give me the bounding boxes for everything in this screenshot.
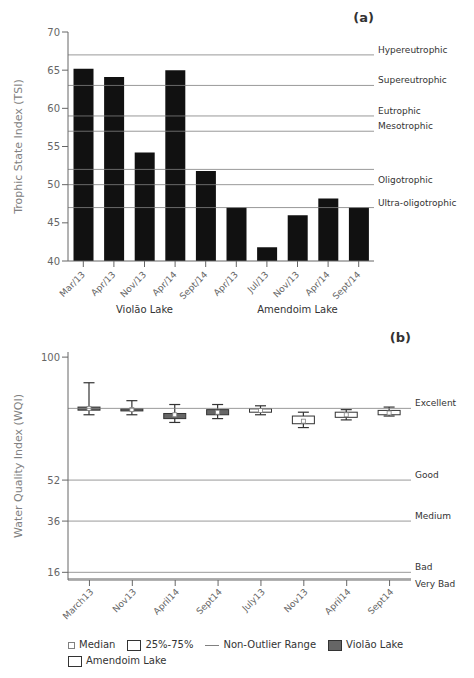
svg-text:100: 100: [41, 352, 60, 363]
svg-text:Excellent: Excellent: [415, 398, 457, 408]
svg-text:36: 36: [47, 516, 60, 527]
svg-text:April14: April14: [323, 587, 353, 617]
svg-text:Apr/14: Apr/14: [150, 269, 179, 298]
svg-text:Mesotrophic: Mesotrophic: [378, 121, 433, 131]
svg-text:Bad: Bad: [415, 562, 432, 572]
svg-text:Nov13: Nov13: [111, 587, 139, 615]
svg-text:70: 70: [47, 27, 60, 38]
svg-text:Nov/13: Nov/13: [118, 270, 148, 300]
html-text:Violão Lake: Violão Lake: [346, 639, 404, 650]
svg-text:Sept/14: Sept/14: [331, 269, 363, 301]
svg-text:60: 60: [47, 103, 60, 114]
svg-text:Sept14: Sept14: [366, 587, 396, 617]
svg-text:Trophic State Index (TSI): Trophic State Index (TSI): [12, 79, 25, 215]
html-text:Amendoim Lake: Amendoim Lake: [86, 655, 167, 666]
svg-text:16: 16: [47, 567, 60, 578]
svg-text:Ultra-oligotrophic: Ultra-oligotrophic: [378, 198, 456, 208]
svg-text:Mar/13: Mar/13: [58, 270, 87, 299]
svg-text:Jul/13: Jul/13: [245, 270, 271, 296]
svg-text:April14: April14: [151, 587, 181, 617]
svg-text:55: 55: [47, 141, 60, 152]
svg-text:Supereutrophic: Supereutrophic: [378, 75, 447, 85]
html-text:Non-Outlier Range: Non-Outlier Range: [223, 639, 317, 650]
svg-text:Very Bad: Very Bad: [415, 579, 455, 589]
html-text:Median: Median: [79, 639, 116, 650]
svg-text:Sept/14: Sept/14: [178, 269, 210, 301]
html-text:(b): (b): [389, 330, 411, 345]
svg-text:Water Quality Index (WQI): Water Quality Index (WQI): [12, 394, 25, 538]
svg-text:Amendoim Lake: Amendoim Lake: [257, 304, 338, 315]
svg-text:Sept14: Sept14: [194, 587, 224, 617]
svg-text:Violão Lake: Violão Lake: [116, 304, 173, 315]
svg-text:Nov13: Nov13: [282, 587, 310, 615]
svg-text:65: 65: [47, 65, 60, 76]
svg-text:July13: July13: [240, 587, 267, 614]
svg-text:Oligotrophic: Oligotrophic: [378, 175, 433, 185]
svg-text:March13: March13: [61, 587, 96, 622]
svg-text:Good: Good: [415, 470, 439, 480]
html-text:(a): (a): [353, 10, 374, 25]
svg-text:40: 40: [47, 256, 60, 267]
svg-text:Apr/13: Apr/13: [212, 270, 240, 298]
svg-text:45: 45: [47, 217, 60, 228]
svg-text:Hypereutrophic: Hypereutrophic: [378, 45, 448, 55]
svg-text:Medium: Medium: [415, 511, 451, 521]
svg-text:52: 52: [47, 475, 60, 486]
svg-text:Apr/13: Apr/13: [89, 270, 117, 298]
svg-text:50: 50: [47, 179, 60, 190]
html-text:25%-75%: 25%-75%: [145, 639, 194, 650]
svg-text:Apr/14: Apr/14: [303, 269, 332, 298]
svg-text:Nov/13: Nov/13: [271, 270, 301, 300]
svg-text:Eutrophic: Eutrophic: [378, 106, 421, 116]
